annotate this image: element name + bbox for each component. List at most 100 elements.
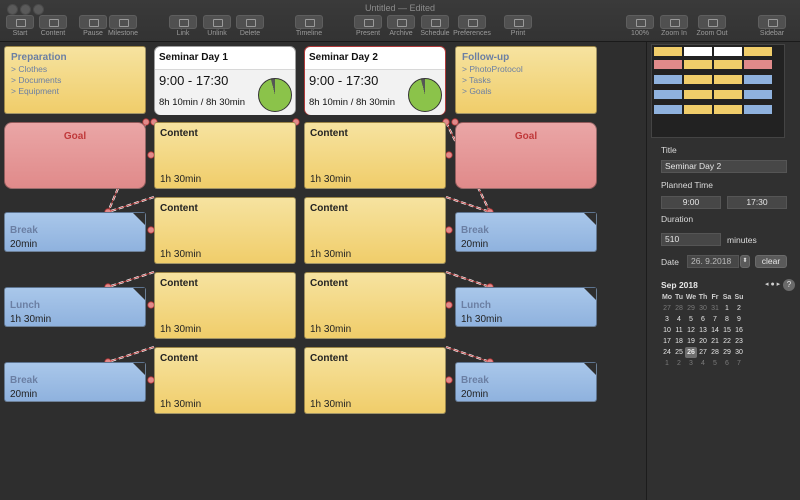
toolbar-content-button[interactable]: Content — [33, 15, 73, 41]
content-card[interactable]: Content 1h 30min — [304, 197, 446, 264]
toolbar-zoomin-button[interactable]: Zoom In — [654, 15, 694, 41]
calendar-day[interactable]: 6 — [701, 316, 705, 323]
link-anchor-dot[interactable] — [445, 226, 453, 234]
calendar-day[interactable]: 15 — [723, 327, 731, 334]
calendar-day[interactable]: 14 — [711, 327, 719, 334]
calendar-day[interactable]: 2 — [677, 360, 681, 367]
toolbar-sidebar-button[interactable]: Sidebar — [752, 15, 792, 41]
calendar-day[interactable]: 13 — [699, 327, 707, 334]
clear-date-button[interactable]: clear — [755, 255, 787, 268]
calendar-day[interactable]: 6 — [725, 360, 729, 367]
calendar-day[interactable]: 27 — [663, 305, 671, 312]
toolbar-delete-button[interactable]: Delete — [230, 15, 270, 41]
break-card[interactable]: Lunch 1h 30min — [455, 287, 597, 327]
date-field[interactable]: 26. 9.2018 — [687, 255, 739, 268]
toolbar-zoomout-button[interactable]: Zoom Out — [692, 15, 732, 41]
content-card[interactable]: Content 1h 30min — [154, 272, 296, 339]
minimize-window-button[interactable] — [20, 4, 31, 15]
title-field[interactable]: Seminar Day 2 — [661, 160, 787, 173]
toolbar-print-button[interactable]: Print — [498, 15, 538, 41]
planned-end-field[interactable]: 17:30 — [727, 196, 787, 209]
help-button[interactable]: ? — [783, 279, 795, 291]
link-anchor-dot[interactable] — [445, 301, 453, 309]
calendar-day[interactable]: 7 — [737, 360, 741, 367]
toolbar-link-button[interactable]: Link — [163, 15, 203, 41]
calendar-day[interactable]: 5 — [689, 316, 693, 323]
break-card[interactable]: Lunch 1h 30min — [4, 287, 146, 327]
previous-month-icon[interactable]: ◂ — [765, 281, 769, 288]
toolbar-zoom100-button[interactable]: 100% — [620, 15, 660, 41]
calendar-day[interactable]: 12 — [687, 327, 695, 334]
planned-start-field[interactable]: 9:00 — [661, 196, 721, 209]
calendar-day[interactable]: 26 — [685, 347, 697, 358]
calendar-day[interactable]: 30 — [699, 305, 707, 312]
zoom-window-button[interactable] — [33, 4, 44, 15]
calendar-day[interactable]: 7 — [713, 316, 717, 323]
link-anchor-dot[interactable] — [142, 118, 150, 126]
content-card[interactable]: Content 1h 30min — [154, 347, 296, 414]
next-month-icon[interactable]: ▸ — [776, 281, 781, 288]
link-anchor-dot[interactable] — [445, 376, 453, 384]
calendar-day[interactable]: 18 — [675, 338, 683, 345]
content-card[interactable]: Content 1h 30min — [304, 272, 446, 339]
day-card-2[interactable]: Seminar Day 2 9:00 - 17:30 8h 10min / 8h… — [304, 46, 446, 115]
calendar-day[interactable]: 29 — [687, 305, 695, 312]
calendar-day[interactable]: 4 — [677, 316, 681, 323]
content-card[interactable]: Content 1h 30min — [154, 122, 296, 189]
break-card[interactable]: Break 20min — [455, 362, 597, 402]
duration-field[interactable]: 510 — [661, 233, 721, 246]
preparation-card[interactable]: Preparation > Clothes > Documents > Equi… — [4, 46, 146, 114]
calendar-day[interactable]: 22 — [723, 338, 731, 345]
calendar-day[interactable]: 27 — [699, 349, 707, 356]
calendar-day[interactable]: 5 — [713, 360, 717, 367]
calendar-day[interactable]: 17 — [663, 338, 671, 345]
toolbar-archive-button[interactable]: Archive — [381, 15, 421, 41]
calendar-day[interactable]: 30 — [735, 349, 743, 356]
calendar-day[interactable]: 1 — [725, 305, 729, 312]
date-stepper[interactable]: ⬍ — [740, 255, 750, 268]
toolbar-unlink-button[interactable]: Unlink — [197, 15, 237, 41]
toolbar-milestone-button[interactable]: Milestone — [103, 15, 143, 41]
calendar-day[interactable]: 3 — [689, 360, 693, 367]
break-card[interactable]: Break 20min — [4, 212, 146, 252]
toolbar-timeline-button[interactable]: Timeline — [289, 15, 329, 41]
content-card[interactable]: Content 1h 30min — [304, 347, 446, 414]
today-icon[interactable]: ● — [770, 281, 775, 288]
calendar-day[interactable]: 10 — [663, 327, 671, 334]
goal-card-left[interactable]: Goal — [4, 122, 146, 189]
calendar-day[interactable]: 16 — [735, 327, 743, 334]
overview-minimap[interactable] — [651, 44, 785, 138]
calendar-day[interactable]: 21 — [711, 338, 719, 345]
calendar-day[interactable]: 9 — [737, 316, 741, 323]
toolbar-schedule-button[interactable]: Schedule — [415, 15, 455, 41]
calendar-day[interactable]: 23 — [735, 338, 743, 345]
calendar-day[interactable]: 25 — [675, 349, 683, 356]
toolbar-pause-button[interactable]: Pause — [73, 15, 113, 41]
calendar-day[interactable]: 8 — [725, 316, 729, 323]
calendar-day[interactable]: 2 — [737, 305, 741, 312]
break-card[interactable]: Break 20min — [4, 362, 146, 402]
content-card[interactable]: Content 1h 30min — [154, 197, 296, 264]
followup-card[interactable]: Follow-up > PhotoProtocol > Tasks > Goal… — [455, 46, 597, 114]
toolbar-present-button[interactable]: Present — [348, 15, 388, 41]
break-card[interactable]: Break 20min — [455, 212, 597, 252]
close-window-button[interactable] — [7, 4, 18, 15]
planning-canvas[interactable]: Preparation > Clothes > Documents > Equi… — [0, 42, 646, 500]
calendar-day[interactable]: 31 — [711, 305, 719, 312]
calendar-day[interactable]: 28 — [711, 349, 719, 356]
toolbar-preferences-button[interactable]: Preferences — [452, 15, 492, 41]
calendar-day[interactable]: 24 — [663, 349, 671, 356]
calendar-day[interactable]: 1 — [665, 360, 669, 367]
calendar-day[interactable]: 4 — [701, 360, 705, 367]
calendar-day[interactable]: 11 — [675, 327, 683, 334]
calendar-day[interactable]: 28 — [675, 305, 683, 312]
calendar-day[interactable]: 19 — [687, 338, 695, 345]
link-anchor-dot[interactable] — [445, 151, 453, 159]
calendar-day[interactable]: 29 — [723, 349, 731, 356]
goal-card-right[interactable]: Goal — [455, 122, 597, 189]
content-card[interactable]: Content 1h 30min — [304, 122, 446, 189]
toolbar-start-button[interactable]: Start — [0, 15, 40, 41]
calendar-day[interactable]: 20 — [699, 338, 707, 345]
calendar-day[interactable]: 3 — [665, 316, 669, 323]
day-card-1[interactable]: Seminar Day 1 9:00 - 17:30 8h 10min / 8h… — [154, 46, 296, 115]
